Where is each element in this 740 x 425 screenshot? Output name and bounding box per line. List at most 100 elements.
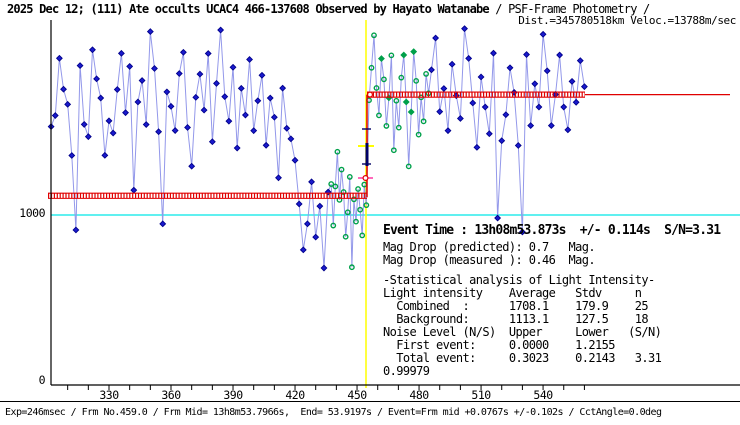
data-point (279, 84, 287, 92)
data-point (312, 233, 320, 241)
data-point (225, 117, 233, 125)
data-point-event-sample (371, 32, 377, 39)
distance-velocity-label: Dist.=345780518km Veloc.=13788m/sec (518, 14, 736, 27)
data-point (155, 128, 163, 136)
data-point (283, 124, 291, 132)
data-point (250, 127, 258, 135)
data-point-event-sample (376, 112, 382, 119)
data-point (221, 93, 229, 101)
data-point (299, 246, 307, 254)
data-point (159, 220, 167, 228)
data-point-event-sample (407, 108, 415, 116)
data-point (72, 226, 80, 234)
data-point (432, 34, 440, 42)
data-point (270, 113, 278, 121)
data-point (316, 202, 324, 210)
data-point (461, 25, 468, 33)
data-point (130, 186, 138, 194)
data-point (560, 103, 568, 111)
light-curve-connector (50, 28, 585, 269)
data-point-event-sample (388, 52, 395, 59)
mag-drop-predicted: Mag Drop (predicted): 0.7 Mag. (383, 240, 596, 254)
data-point-event-sample (336, 196, 343, 203)
data-point (547, 122, 555, 130)
data-point-event-sample (355, 186, 361, 192)
data-point (213, 79, 220, 87)
data-point (527, 122, 535, 130)
data-point (266, 94, 274, 102)
data-point (68, 152, 76, 159)
data-point (237, 84, 245, 92)
data-point (171, 127, 179, 134)
data-point (572, 98, 580, 106)
data-point (258, 71, 266, 79)
data-point (117, 49, 125, 57)
data-point (233, 144, 241, 152)
data-point (51, 112, 59, 119)
data-point (208, 138, 216, 146)
data-point (275, 174, 282, 182)
data-point-event-sample (348, 264, 355, 271)
data-point (262, 141, 270, 149)
data-point-event-sample (328, 181, 335, 187)
data-point-event-sample (357, 206, 364, 213)
chart-title: 2025 Dec 12; (111) Ate occults UCAC4 466… (7, 2, 650, 16)
data-point-event-sample (393, 97, 400, 104)
data-point (456, 115, 464, 122)
data-point (126, 62, 134, 70)
data-point (291, 156, 299, 164)
chart-title-main: 2025 Dec 12; (111) Ate occults UCAC4 466… (7, 2, 490, 16)
data-point (122, 109, 129, 117)
data-point (200, 106, 208, 114)
data-point (473, 143, 481, 151)
data-point-event-sample (383, 123, 390, 129)
data-point (490, 49, 497, 57)
data-point (556, 51, 564, 59)
x-axis-label: 420 (285, 388, 305, 402)
data-point-event-sample (344, 209, 351, 216)
data-point-event-sample (368, 64, 375, 71)
data-point (64, 100, 72, 108)
data-point (320, 264, 328, 272)
data-point-event-sample (413, 77, 420, 84)
data-point (469, 99, 477, 107)
data-point (535, 103, 543, 111)
data-point (254, 97, 262, 105)
mag-drop-measured: Mag Drop (measured ): 0.46 Mag. (383, 252, 596, 267)
data-point (175, 70, 183, 77)
data-point (494, 214, 502, 222)
data-point (105, 117, 113, 125)
data-point (246, 56, 253, 63)
data-point (440, 85, 448, 92)
data-point (55, 54, 63, 62)
data-point-event-sample (340, 189, 347, 195)
data-point (196, 70, 204, 78)
data-point (518, 228, 526, 236)
data-point-event-sample (330, 222, 337, 229)
data-point (436, 108, 444, 116)
data-point-event-sample (415, 131, 422, 138)
data-point (93, 75, 101, 83)
y-axis-label: 0 (39, 373, 46, 387)
x-axis-label: 450 (347, 388, 367, 402)
data-point-event-sample (334, 148, 341, 155)
data-point (502, 111, 510, 119)
data-point (543, 67, 551, 75)
data-point (580, 83, 588, 91)
data-point (167, 102, 175, 110)
event-results-panel: Event Time : 13h08m53.873s +/- 0.114s S/… (383, 223, 721, 378)
statistical-analysis-table: -Statistical analysis of Light Intensity… (383, 273, 662, 378)
y-axis-label: 1000 (19, 206, 45, 220)
x-axis-label: 540 (533, 388, 553, 402)
data-point (76, 62, 84, 70)
data-point (192, 93, 200, 101)
x-axis-label: 360 (161, 388, 181, 402)
chart-title-photometry-suffix: / PSF-Frame Photometry / (488, 2, 650, 16)
model-endpoint-ring (367, 91, 374, 98)
data-point (506, 64, 514, 72)
x-axis-label: 390 (223, 388, 243, 402)
data-point (481, 103, 489, 111)
data-point (151, 65, 158, 72)
data-point (89, 46, 96, 54)
